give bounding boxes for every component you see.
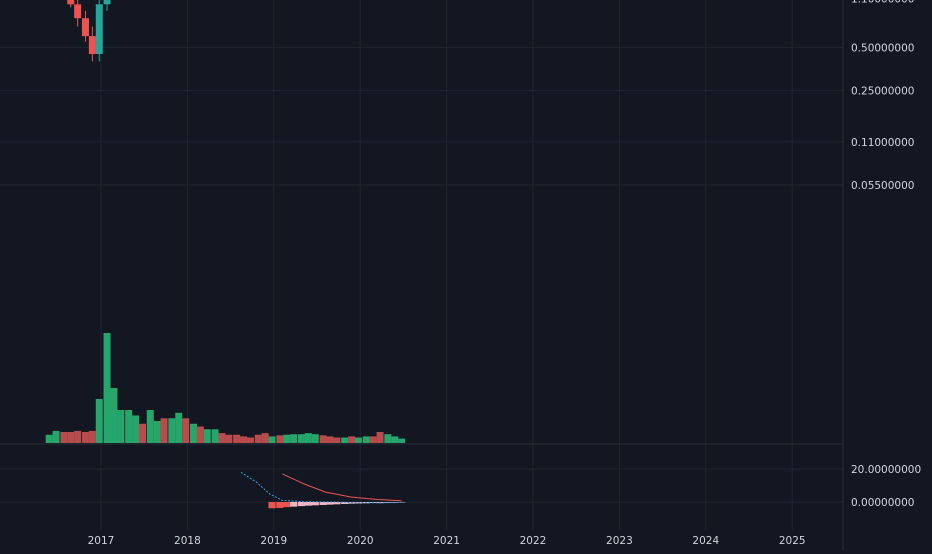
volume-bar bbox=[240, 436, 247, 443]
volume-bar bbox=[326, 436, 333, 443]
volume-bar bbox=[333, 438, 340, 444]
volume-bar bbox=[110, 388, 117, 443]
volume-bar bbox=[312, 434, 319, 443]
volume-bar bbox=[398, 439, 405, 443]
candle-body bbox=[74, 4, 81, 18]
volume-bar bbox=[125, 410, 132, 443]
volume-bar bbox=[182, 418, 189, 443]
volume-bar bbox=[391, 436, 398, 443]
candle-body bbox=[67, 0, 74, 4]
price-tick-label: 0.11000000 bbox=[851, 137, 914, 149]
osc-histogram-bar bbox=[312, 502, 319, 505]
candle-body bbox=[82, 18, 89, 36]
volume-bar bbox=[139, 424, 146, 443]
price-tick-label: 0.25000000 bbox=[851, 86, 914, 98]
volume-bar bbox=[89, 431, 96, 443]
volume-bar bbox=[117, 410, 124, 443]
volume-bar bbox=[283, 435, 290, 443]
osc-histogram-bar bbox=[290, 502, 297, 507]
volume-bar bbox=[104, 333, 111, 443]
volume-bar bbox=[341, 438, 348, 444]
volume-bar bbox=[161, 418, 168, 443]
price-tick-label: 0.50000000 bbox=[851, 42, 914, 54]
volume-bar bbox=[168, 418, 175, 443]
volume-bar bbox=[74, 431, 81, 443]
time-tick-label: 2024 bbox=[692, 535, 719, 547]
volume-bar bbox=[384, 434, 391, 443]
volume-bar bbox=[233, 435, 240, 443]
osc-tick-label: 20.00000000 bbox=[851, 464, 921, 476]
osc-histogram-bar bbox=[268, 502, 275, 508]
volume-bar bbox=[212, 429, 219, 443]
volume-bar bbox=[190, 424, 197, 443]
volume-bar bbox=[46, 435, 53, 443]
volume-bar bbox=[262, 433, 269, 443]
volume-bar bbox=[305, 433, 312, 443]
volume-bar bbox=[218, 433, 225, 443]
osc-histogram-bar bbox=[276, 502, 283, 508]
volume-bar bbox=[348, 436, 355, 443]
volume-bar bbox=[247, 438, 254, 444]
volume-bar bbox=[298, 434, 305, 443]
volume-bar bbox=[175, 413, 182, 443]
volume-bar bbox=[355, 438, 362, 444]
volume-bar bbox=[147, 410, 154, 443]
osc-histogram-bar bbox=[305, 502, 312, 506]
volume-bar bbox=[255, 435, 262, 443]
time-tick-label: 2018 bbox=[174, 535, 201, 547]
time-tick-label: 2020 bbox=[347, 535, 374, 547]
time-tick-label: 2021 bbox=[433, 535, 460, 547]
volume-bar bbox=[132, 416, 139, 444]
time-tick-label: 2025 bbox=[779, 535, 806, 547]
volume-bar bbox=[204, 429, 211, 443]
volume-bar bbox=[67, 432, 74, 443]
volume-bar bbox=[377, 432, 384, 443]
volume-bar bbox=[370, 436, 377, 443]
volume-bar bbox=[276, 435, 283, 443]
time-tick-label: 2017 bbox=[88, 535, 115, 547]
volume-bar bbox=[197, 427, 204, 444]
volume-bar bbox=[363, 436, 370, 443]
volume-bar bbox=[154, 421, 161, 443]
volume-bar bbox=[290, 434, 297, 443]
osc-histogram-bar bbox=[298, 502, 305, 506]
osc-tick-label: 0.00000000 bbox=[851, 497, 914, 509]
volume-bar bbox=[60, 432, 67, 443]
price-tick-label: 0.05500000 bbox=[851, 180, 914, 192]
osc-histogram-bar bbox=[319, 502, 326, 505]
candle-body bbox=[96, 4, 103, 54]
candle-body bbox=[89, 36, 96, 54]
candle-body bbox=[104, 0, 111, 4]
volume-bar bbox=[225, 435, 232, 443]
osc-histogram-bar bbox=[283, 502, 290, 507]
time-tick-label: 2023 bbox=[606, 535, 633, 547]
volume-bar bbox=[320, 435, 327, 443]
volume-bar bbox=[82, 432, 89, 443]
volume-bar bbox=[96, 399, 103, 443]
time-tick-label: 2022 bbox=[520, 535, 547, 547]
time-tick-label: 2019 bbox=[260, 535, 287, 547]
volume-bar bbox=[53, 431, 60, 443]
volume-bar bbox=[269, 436, 276, 443]
